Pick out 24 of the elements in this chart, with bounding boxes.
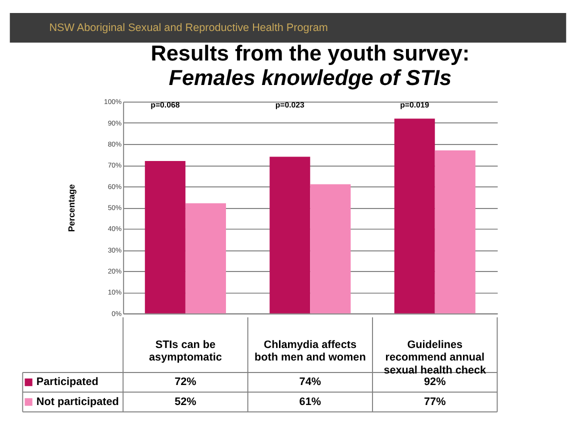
data-label: 77% xyxy=(424,396,446,408)
x-tick-label: Chlamydia affects both men and women xyxy=(254,338,366,364)
x-tick-label: Guidelines recommend annual sexual health check xyxy=(384,338,488,376)
data-label: 61% xyxy=(299,396,322,408)
data-label: 92% xyxy=(424,376,446,388)
data-label: 52% xyxy=(174,396,197,408)
data-label: 72% xyxy=(174,376,197,388)
annotation: p=0.023 xyxy=(275,100,306,110)
bar xyxy=(434,150,476,314)
x-tick-label: STIs can be asymptomatic xyxy=(149,338,222,364)
bar xyxy=(394,118,435,314)
chart-title: Results from the youth survey: xyxy=(150,40,470,66)
data-label: 74% xyxy=(299,376,322,388)
bar xyxy=(270,156,310,314)
chart-subtitle: Females knowledge of STIs xyxy=(168,64,452,90)
bar xyxy=(144,160,186,314)
annotation: p=0.068 xyxy=(150,100,180,110)
legend-label: Participated xyxy=(36,376,98,388)
bar xyxy=(310,184,351,314)
text: NSW Aboriginal Sexual and Reproductive Health Program xyxy=(49,22,328,34)
y-axis-title: Percentage xyxy=(66,184,76,232)
bar xyxy=(185,203,226,314)
legend-label: Not participated xyxy=(36,396,119,408)
annotation: p=0.019 xyxy=(400,100,430,110)
